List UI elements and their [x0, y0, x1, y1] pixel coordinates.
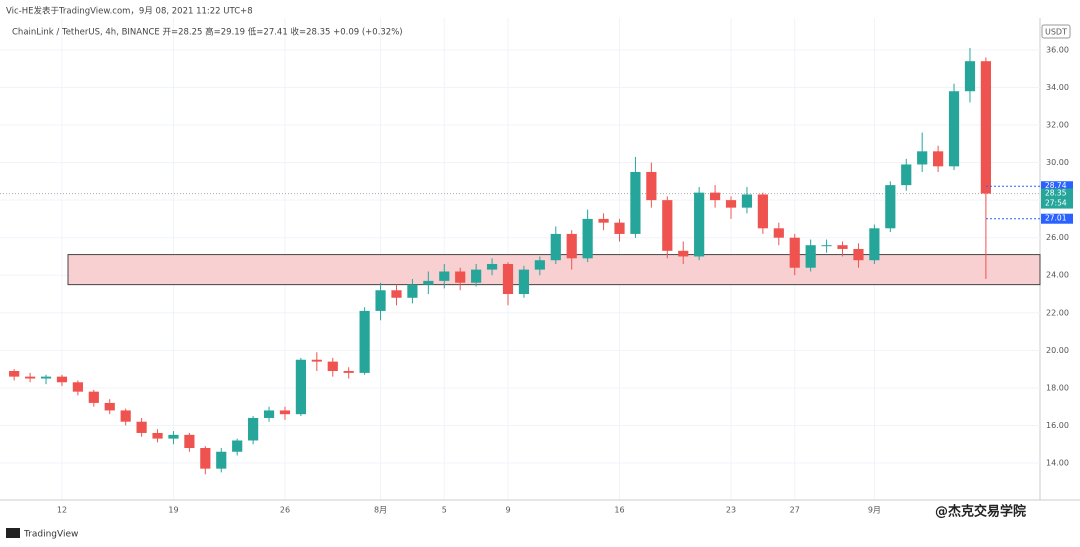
candle-body [152, 432, 163, 439]
candle-body [88, 391, 99, 403]
candle-body [216, 451, 227, 469]
candle-body [439, 271, 450, 281]
candle-body [279, 410, 291, 415]
candle-body [741, 194, 753, 208]
candle-body [502, 263, 514, 295]
candle-body [534, 260, 545, 270]
candle-body [248, 417, 259, 441]
candle-body [375, 290, 386, 311]
footer: TradingView [23, 530, 78, 540]
x-tick-label: 26 [280, 506, 290, 515]
candle-body [295, 359, 307, 415]
candle-body [773, 228, 784, 238]
price-label: 28.74 [1045, 181, 1067, 190]
candle-body [120, 410, 131, 422]
candle-body [885, 185, 896, 229]
candle-body [964, 61, 976, 92]
x-tick-label: 9月 [868, 506, 881, 515]
price-label-box [1041, 213, 1073, 224]
candle-body [518, 269, 530, 295]
candle-body [662, 200, 673, 251]
candle-body [471, 269, 482, 283]
x-tick-label: 5 [442, 506, 447, 515]
unit-box [1041, 24, 1071, 39]
candle-body [821, 245, 832, 247]
price-label-box [1041, 181, 1073, 192]
candle-body [24, 376, 36, 379]
x-tick-label: 23 [726, 506, 736, 515]
candle-body [391, 290, 402, 298]
y-tick-label: 30.00 [1046, 158, 1069, 167]
x-tick-label: 16 [614, 506, 624, 515]
candle-body [423, 280, 434, 285]
candle-body [598, 218, 609, 223]
candle-body [343, 371, 354, 373]
candle-body [917, 151, 928, 165]
candle-body [486, 263, 498, 270]
candle-body [263, 410, 275, 418]
y-tick-label: 16.00 [1046, 421, 1069, 430]
header: Vic-HE发表于TradingView.com，9月 08, 2021 11:… [6, 6, 253, 17]
candle-body [853, 248, 864, 261]
candle-body [980, 61, 991, 194]
candle-body [566, 233, 577, 259]
candle-body [200, 447, 211, 469]
candle-body [232, 440, 243, 452]
candle-body [614, 222, 625, 234]
candle-body [869, 228, 880, 261]
candle-body [168, 434, 179, 439]
x-tick-label: 19 [168, 506, 178, 515]
last-price-label: 28.35 [1045, 189, 1067, 198]
candle-body [678, 250, 689, 257]
y-tick-label: 24.00 [1046, 271, 1069, 280]
candle-body [901, 164, 912, 186]
y-tick-label: 14.00 [1046, 459, 1069, 468]
candle-body [9, 371, 20, 377]
candle-body [359, 310, 370, 373]
x-tick-label: 8月 [374, 506, 387, 515]
price-label: 27.01 [1045, 214, 1067, 223]
countdown: 27:54 [1045, 199, 1067, 208]
candle-body [646, 171, 657, 201]
candle-body [550, 233, 561, 261]
candle-body [104, 402, 115, 411]
last-price-box [1041, 188, 1073, 209]
candle-body [837, 245, 848, 249]
candle-body [136, 421, 147, 433]
candle-body [407, 284, 418, 298]
watermark: @杰克交易学院 [935, 504, 1026, 520]
x-tick-label: 27 [790, 506, 800, 515]
candle-body [327, 361, 338, 372]
y-tick-label: 20.00 [1046, 346, 1069, 355]
candle-body [40, 376, 52, 379]
candle-body [56, 376, 68, 383]
y-tick-label: 34.00 [1046, 83, 1069, 92]
y-tick-label: 32.00 [1046, 121, 1069, 130]
candle-body [789, 237, 800, 268]
candle-body [694, 192, 705, 257]
tv-logo [6, 528, 20, 538]
candle-body [725, 200, 737, 208]
candle-body [630, 171, 641, 234]
symbol-line: ChainLink / TetherUS, 4h, BINANCE 开=28.2… [12, 27, 403, 38]
x-tick-label: 9 [505, 506, 510, 515]
y-tick-label: 18.00 [1046, 383, 1069, 392]
candle-body [757, 194, 768, 229]
axis-unit: USDT [1045, 28, 1067, 37]
y-tick-label: 36.00 [1046, 45, 1069, 54]
candle-body [311, 359, 322, 362]
x-tick-label: 12 [57, 506, 67, 515]
candle-body [709, 192, 721, 201]
candle-body [933, 151, 944, 167]
y-tick-label: 26.00 [1046, 233, 1069, 242]
candle-body [72, 382, 83, 392]
y-tick-label: 22.00 [1046, 308, 1069, 317]
candle-body [184, 434, 195, 448]
candle-body [805, 245, 816, 268]
candle-body [455, 271, 466, 283]
candle-body [582, 218, 593, 259]
candle-body [948, 91, 960, 167]
